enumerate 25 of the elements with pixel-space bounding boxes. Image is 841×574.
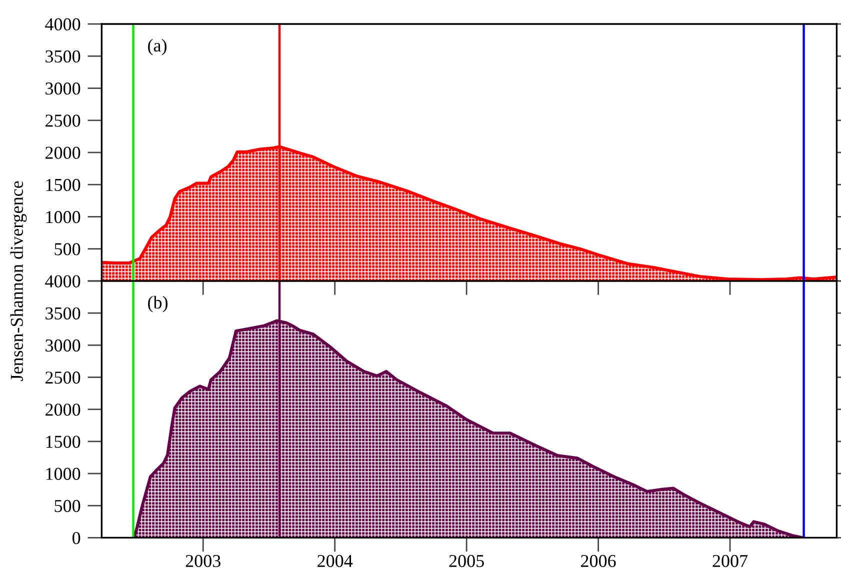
y-tick-label: 4000 [45,18,80,30]
y-tick-label: 3500 [46,307,80,320]
x-tick-label: 2006 [581,554,616,568]
x-tick-label: 2007 [712,554,748,568]
y-axis-title: Jensen-Shannon divergence [10,181,27,381]
y-tick-label: 3500 [46,50,80,63]
y-tick-label: 500 [54,243,80,256]
annotation: (a) [148,38,166,56]
y-tick-label: 1500 [46,436,80,448]
y-tick-label: 0 [72,532,80,544]
x-tick-label: 2005 [449,554,484,568]
x-tick-label: 2003 [186,554,220,568]
y-tick-label: 2500 [46,372,80,384]
y-tick-label: 3000 [46,82,80,95]
y-tick-label: 1000 [46,468,80,480]
x-tick-label: 2004 [318,554,353,568]
y-tick-label: 3000 [46,339,80,352]
annotation: (b) [148,296,168,312]
y-tick-label: 2500 [46,114,80,127]
y-tick-label: 500 [54,500,80,512]
y-tick-label: 4000 [45,275,80,288]
y-tick-label: 2000 [46,404,80,416]
y-tick-label: 1000 [46,210,80,224]
y-tick-label: 1500 [46,178,80,192]
y-tick-label: 2000 [46,146,80,159]
